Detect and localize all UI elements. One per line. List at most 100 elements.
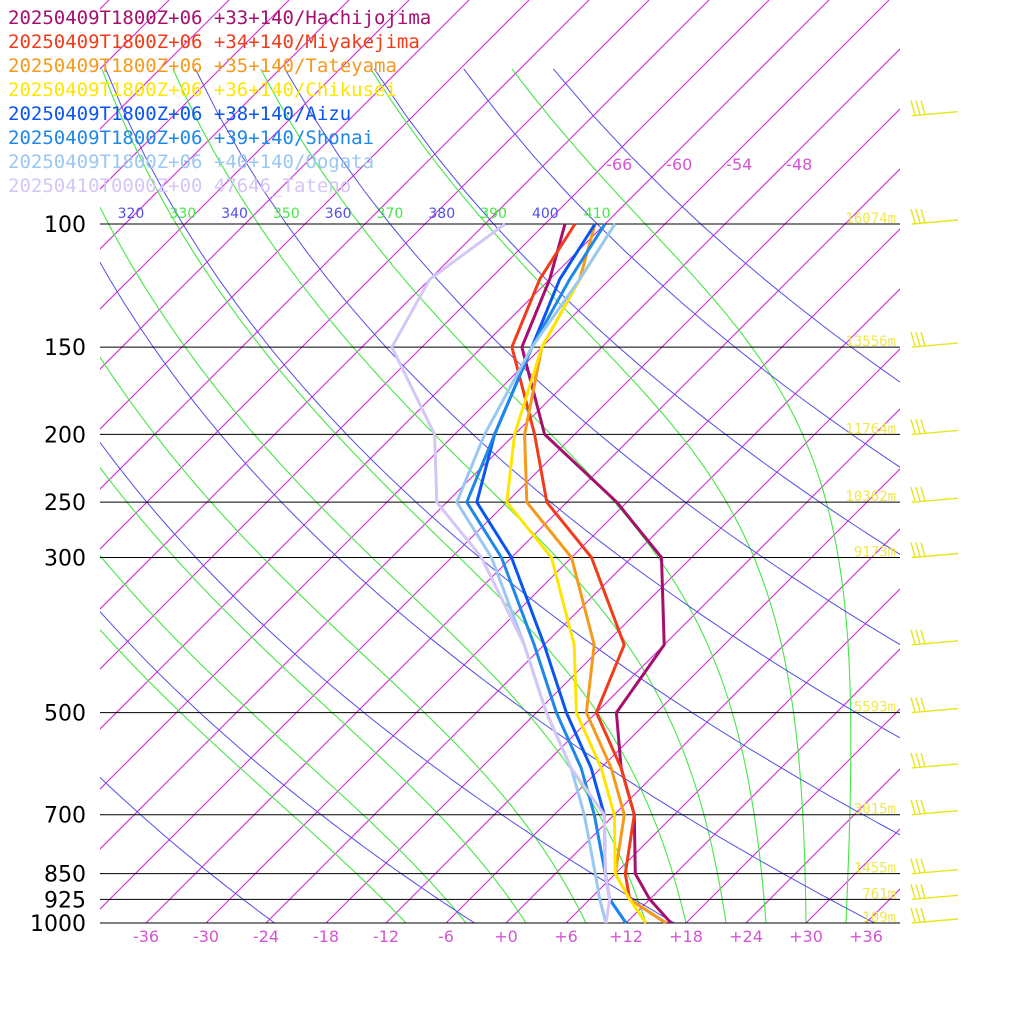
moist-adiabat-line: [100, 466, 527, 923]
moist-adiabat-line: [172, 68, 727, 923]
height-label: 10362m: [845, 489, 896, 505]
wind-barb-shaft: [911, 342, 959, 348]
wind-barb-flag: [915, 752, 921, 768]
wind-barb-flag: [910, 542, 916, 557]
wind-barb-flag: [920, 486, 926, 502]
wind-barb-flag: [915, 907, 921, 923]
wind-barb-flag: [920, 752, 926, 768]
wind-barb-flag: [920, 858, 926, 873]
wind-barb-flag: [920, 629, 926, 645]
theta-label: 350: [273, 206, 300, 222]
sounding-line-6: [455, 223, 617, 924]
wind-barb-shaft: [911, 640, 959, 646]
isotherm-line: [805, 828, 900, 923]
wind-barb-flag: [910, 208, 916, 224]
x-tick-label: +36: [849, 927, 883, 946]
wind-barb-flag: [915, 331, 921, 347]
x-tick-label: -18: [313, 927, 339, 946]
wind-barb-shaft: [911, 868, 959, 875]
moist-adiabat-line: [260, 68, 767, 923]
upper-temp-label: -48: [786, 155, 812, 174]
wind-barb-flag: [910, 907, 916, 923]
wind-barb-flag: [920, 884, 926, 899]
wind-barb-flag: [910, 629, 916, 645]
wind-barb: [910, 697, 959, 714]
isotherm-line: [986, 0, 1024, 923]
x-tick-label: -30: [193, 927, 219, 946]
pressure-label: 850: [44, 863, 86, 888]
wind-barb-flag: [920, 419, 926, 434]
wind-barb-flag: [915, 697, 921, 712]
sounding-line-7: [390, 222, 612, 924]
moist-adiabat-line: [100, 356, 587, 923]
wind-barb-shaft: [911, 111, 959, 117]
pressure-label: 300: [44, 547, 86, 572]
height-label: 109m: [862, 910, 896, 926]
legend-entry-1: 20250409T1800Z+06 +34+140/Miyakejima: [8, 31, 420, 53]
x-tick-label: +24: [729, 927, 763, 946]
wind-barb-shaft: [911, 894, 959, 901]
moist-adiabat-line: [100, 629, 407, 923]
theta-label: 400: [532, 206, 559, 222]
wind-barb-shaft: [911, 552, 959, 559]
wind-barb-shaft: [911, 810, 959, 816]
isotherm-line: [445, 468, 900, 923]
upper-temp-label: -54: [726, 155, 752, 174]
wind-barb-flag: [920, 331, 926, 347]
wind-barb-flag: [920, 907, 926, 923]
moist-adiabat-line: [100, 554, 467, 923]
legend-entry-7: 20250410T0000Z+00 47646_Tateno: [8, 175, 352, 197]
sounding-line-0: [520, 223, 673, 925]
wind-barb-flag: [920, 100, 926, 115]
isotherm-line: [205, 228, 900, 923]
height-label: 761m: [862, 886, 896, 902]
theta-label: 340: [221, 206, 248, 222]
wind-barb: [910, 419, 959, 436]
wind-barb: [910, 752, 959, 769]
sounding-line-3: [505, 223, 648, 924]
pressure-label: 150: [44, 336, 86, 361]
wind-barb-shaft: [911, 918, 959, 924]
legend-entry-0: 20250409T1800Z+06 +33+140/Hachijojima: [8, 7, 432, 29]
upper-temp-label: -66: [606, 155, 632, 174]
pressure-label: 250: [44, 491, 86, 516]
isotherm-line: [926, 0, 1024, 923]
height-label: 11764m: [845, 421, 896, 437]
dry-adiabat-line: [553, 68, 900, 383]
wind-barb-flag: [915, 629, 921, 645]
wind-barb-flag: [920, 799, 926, 814]
isotherm-line: [625, 648, 900, 923]
legend-entry-6: 20250409T1800Z+06 +40+140/Oogata: [8, 151, 375, 173]
theta-label: 370: [377, 206, 404, 222]
height-label: 5593m: [854, 700, 896, 716]
isotherm-line: [565, 588, 900, 923]
wind-barb: [910, 331, 959, 348]
isotherm-line: [685, 708, 900, 923]
theta-label: 380: [428, 206, 455, 222]
moist-adiabat-line: [511, 68, 852, 923]
dry-adiabat-line: [284, 68, 900, 646]
x-tick-label: -36: [133, 927, 159, 946]
height-label: 13556m: [845, 334, 896, 350]
wind-barb-flag: [915, 799, 921, 814]
dry-adiabat-line: [194, 68, 900, 739]
wind-barb-flag: [910, 697, 916, 712]
dry-adiabat-line: [100, 610, 475, 923]
wind-barb-flag: [920, 697, 926, 712]
pressure-label: 925: [44, 888, 86, 913]
theta-label: 390: [480, 206, 507, 222]
dry-adiabat-line: [100, 776, 275, 923]
pressure-label: 100: [44, 213, 86, 238]
height-label: 3015m: [854, 802, 896, 818]
theta-label: 360: [325, 206, 352, 222]
wind-barb: [910, 884, 959, 901]
height-label: 1455m: [854, 861, 896, 877]
wind-barb-flag: [910, 100, 916, 115]
wind-barb-flag: [910, 419, 916, 434]
x-tick-label: -6: [438, 927, 454, 946]
wind-barb-flag: [920, 208, 926, 224]
legend: 20250409T1800Z+06 +33+140/Hachijojima 20…: [8, 6, 431, 198]
wind-barb: [910, 629, 959, 646]
wind-barb: [910, 907, 959, 924]
